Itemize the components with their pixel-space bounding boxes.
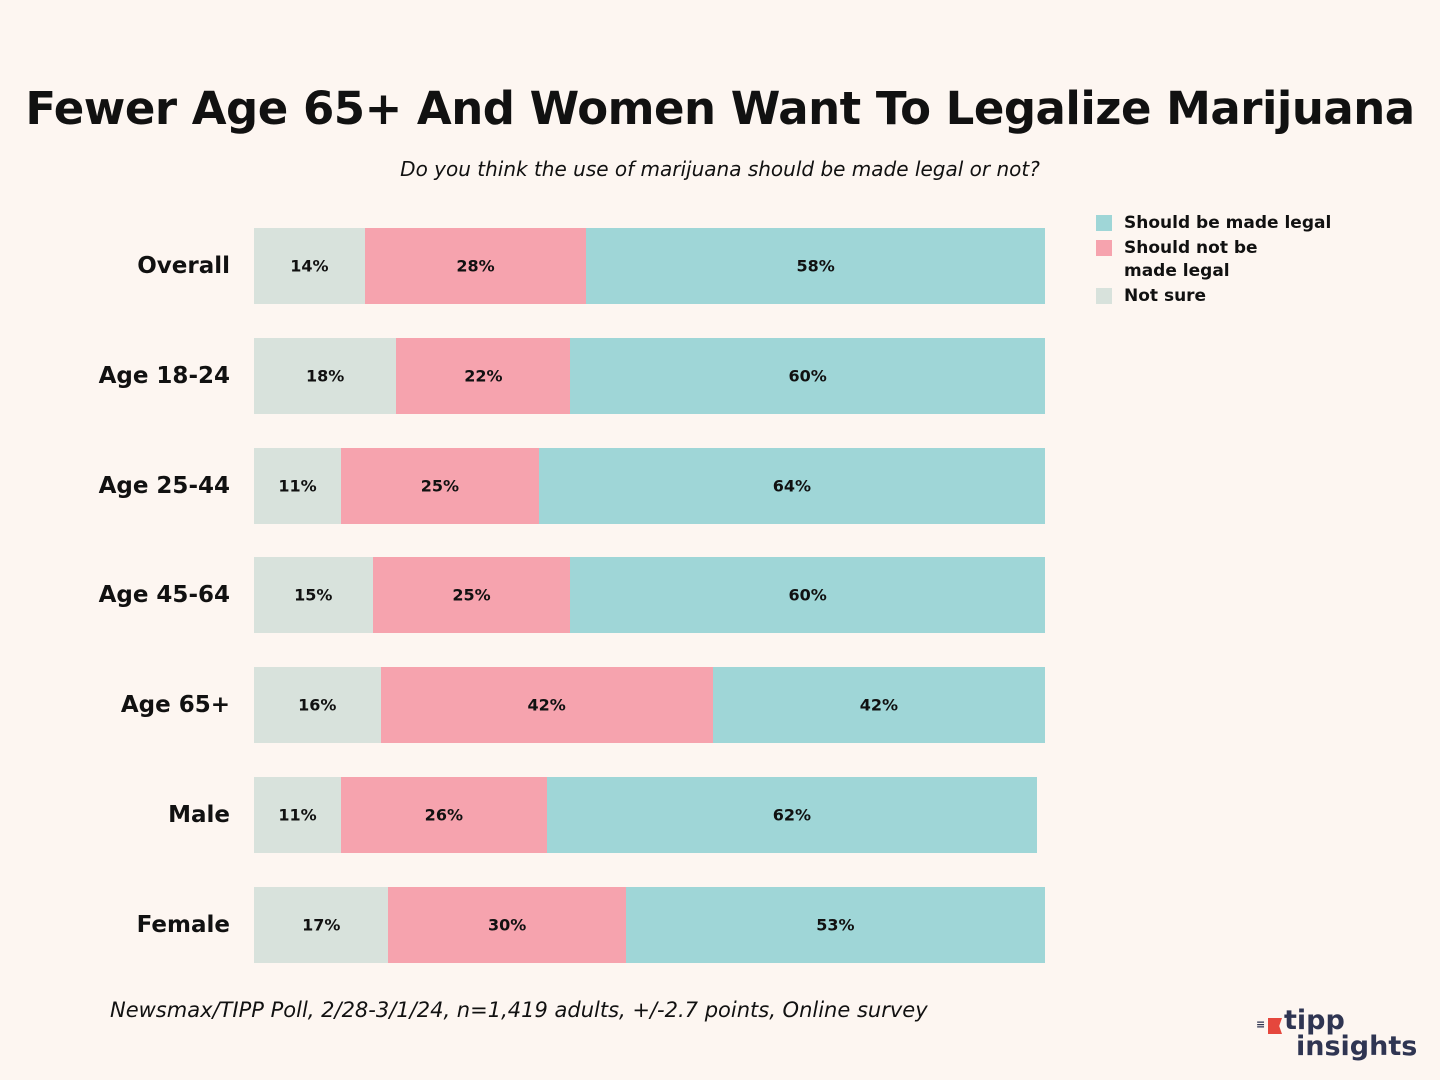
- logo-text-insights: insights: [1296, 1031, 1418, 1062]
- data-label: 25%: [452, 585, 491, 605]
- bar-segment-should-not-be-made-legal: [364, 228, 587, 304]
- data-label: 17%: [302, 915, 341, 935]
- legend-label: Not sure: [1124, 286, 1207, 306]
- data-label: 25%: [420, 476, 460, 496]
- category-label: Age 45-64: [98, 582, 230, 609]
- data-label: 42%: [859, 695, 899, 715]
- data-label: 15%: [294, 585, 333, 605]
- category-label: Age 18-24: [98, 362, 230, 389]
- legend-item-not-legal: Should not be made legal: [1096, 237, 1336, 283]
- category-label: Age 65+: [120, 692, 230, 719]
- legend-item-legal: Should be made legal: [1096, 212, 1336, 235]
- bar-segment-should-be-made-legal: [546, 777, 1038, 853]
- source-note: Newsmax/TIPP Poll, 2/28-3/1/24, n=1,419 …: [110, 998, 928, 1022]
- bar-segment-should-not-be-made-legal: [341, 447, 539, 524]
- legend-swatch-not-sure: [1096, 288, 1112, 304]
- data-label: 64%: [772, 476, 812, 496]
- data-label: 26%: [424, 805, 463, 825]
- logo-text-tipp: tipp: [1284, 1005, 1345, 1036]
- legend-item-not-sure: Not sure: [1096, 285, 1336, 308]
- bar-segment-not-sure: [254, 777, 341, 853]
- data-label: 42%: [527, 695, 566, 715]
- bar-segment-should-be-made-legal: [625, 886, 1045, 963]
- bar-segment-should-not-be-made-legal: [396, 337, 571, 414]
- legend-label: Should not be made legal: [1124, 238, 1258, 281]
- data-label: 62%: [772, 805, 812, 825]
- bar-segment-should-be-made-legal: [570, 337, 1045, 414]
- legend-swatch-not-legal: [1096, 240, 1112, 256]
- bar-segment-not-sure: [254, 447, 341, 524]
- data-label: 22%: [464, 366, 503, 386]
- bar-segment-not-sure: [254, 337, 397, 414]
- logo-flag-icon: [1268, 1018, 1282, 1034]
- legend: Should be made legal Should not be made …: [1096, 212, 1336, 310]
- data-label: 16%: [298, 695, 337, 715]
- bar-segment-should-be-made-legal: [538, 447, 1045, 524]
- data-label: 30%: [487, 915, 527, 935]
- data-label: 18%: [306, 366, 345, 386]
- data-label: 14%: [290, 256, 329, 276]
- bar-segment-should-not-be-made-legal: [372, 557, 571, 634]
- category-label: Overall: [137, 253, 230, 279]
- bar-segment-not-sure: [254, 228, 365, 304]
- bar-segment-not-sure: [254, 667, 381, 744]
- bar-segment-not-sure: [254, 886, 389, 963]
- logo-signal-icon: ≡: [1256, 1018, 1266, 1031]
- data-label: 28%: [456, 256, 495, 276]
- chart-subtitle: Do you think the use of marijuana should…: [400, 157, 1040, 181]
- bar-segment-should-not-be-made-legal: [341, 777, 547, 853]
- category-label: Female: [136, 911, 230, 938]
- legend-swatch-legal: [1096, 215, 1112, 231]
- bar-segment-should-be-made-legal: [712, 667, 1045, 744]
- data-label: 60%: [788, 585, 827, 605]
- bar-segment-not-sure: [254, 557, 373, 634]
- data-label: 11%: [278, 476, 317, 496]
- data-label: 58%: [796, 256, 835, 276]
- data-label: 11%: [278, 805, 317, 825]
- bar-segment-should-not-be-made-legal: [380, 667, 713, 744]
- bar-segment-should-be-made-legal: [570, 557, 1045, 634]
- chart-title: Fewer Age 65+ And Women Want To Legalize…: [25, 82, 1415, 135]
- legend-label: Should be made legal: [1124, 213, 1332, 233]
- category-label: Male: [168, 802, 230, 828]
- data-label: 53%: [816, 915, 855, 935]
- category-label: Age 25-44: [98, 472, 230, 499]
- bar-segment-should-be-made-legal: [586, 228, 1045, 304]
- bar-segment-should-not-be-made-legal: [388, 886, 626, 963]
- data-label: 60%: [788, 366, 827, 386]
